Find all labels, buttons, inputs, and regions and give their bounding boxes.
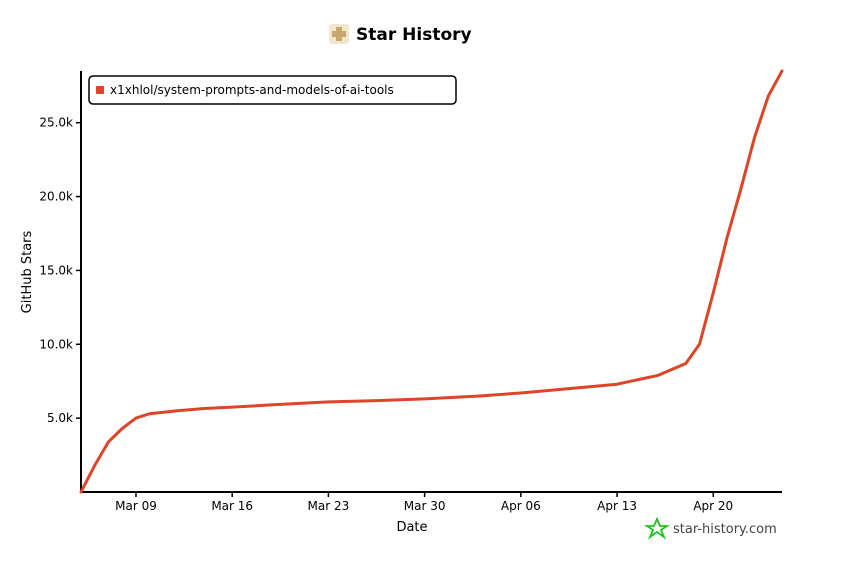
y-axis-label: GitHub Stars	[20, 230, 35, 313]
x-tick-label: Mar 09	[115, 499, 157, 513]
legend-swatch	[96, 86, 104, 94]
x-axis-label: Date	[396, 520, 427, 535]
legend: x1xhlol/system-prompts-and-models-of-ai-…	[88, 75, 457, 105]
x-axis-ticks: Mar 09 Mar 16 Mar 23 Mar 30 Apr 06 Apr 13 Apr …	[115, 492, 733, 513]
x-tick-label: Apr 20	[693, 499, 733, 513]
chart-title-text: Star History	[356, 25, 472, 45]
legend-box	[88, 75, 457, 105]
x-tick-label: Mar 23	[308, 499, 350, 513]
x-tick-label: Apr 13	[597, 499, 637, 513]
x-tick-label: Apr 06	[501, 499, 541, 513]
y-tick-label: 25.0k	[39, 116, 73, 130]
chart-title: Star History	[329, 24, 472, 45]
x-tick-label: Mar 16	[211, 499, 253, 513]
y-tick-label: 15.0k	[39, 263, 73, 277]
x-tick-label: Mar 30	[404, 499, 446, 513]
branding[interactable]: star-history.com	[644, 516, 777, 540]
y-tick-label: 20.0k	[39, 190, 73, 204]
y-axis-ticks: 5.0k 10.0k 15.0k 20.0k 25.0k	[39, 116, 81, 425]
y-tick-label: 5.0k	[47, 411, 73, 425]
star-history-logo-icon	[329, 24, 349, 44]
series-line	[79, 69, 784, 494]
y-tick-label: 10.0k	[39, 337, 73, 351]
branding-link[interactable]: star-history.com	[673, 522, 777, 537]
star-logo-icon	[644, 516, 670, 540]
legend-series-name: x1xhlol/system-prompts-and-models-of-ai-…	[110, 83, 394, 97]
